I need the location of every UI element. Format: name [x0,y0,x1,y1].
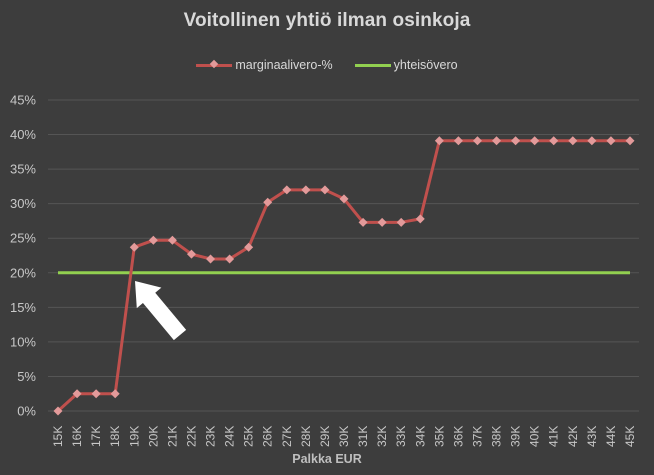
x-tick-label: 38K [490,426,504,447]
data-point-marker [53,406,63,416]
chart-title: Voitollinen yhtiö ilman osinkoja [183,10,471,31]
data-point-marker [511,136,521,146]
x-tick-label: 37K [470,426,484,447]
y-tick-label: 10% [10,334,36,349]
data-point-marker [453,136,463,146]
data-point-marker [206,254,216,264]
x-tick-label: 25K [242,426,256,447]
x-tick-label: 30K [337,426,351,447]
data-point-marker [339,194,349,204]
x-tick-label: 41K [547,426,561,447]
legend-label: yhteisövero [393,58,458,72]
data-point-marker [396,217,406,227]
data-point-marker [358,217,368,227]
y-tick-label: 20% [10,265,36,280]
legend-line-icon [354,63,391,67]
x-tick-label: 44K [604,426,618,447]
x-axis-ticks: 15K 16K 17K 18K 19K 20K 21K 22K 23K 24K 25K 26K 27K 2… [51,426,637,447]
data-point-marker [415,214,425,224]
data-point-marker [244,242,254,252]
data-point-marker [625,136,635,146]
x-tick-label: 29K [318,426,332,447]
y-tick-label: 0% [17,404,36,419]
x-tick-label: 26K [261,426,275,447]
data-point-marker [167,235,177,245]
data-point-marker [587,136,597,146]
x-tick-label: 19K [127,426,141,447]
annotation-arrow-icon [135,281,187,341]
x-tick-label: 21K [165,426,179,447]
data-point-marker [72,389,82,399]
legend-label: marginaalivero-% [235,58,333,72]
legend-item-marginaalivero: marginaalivero-% [196,58,333,72]
data-point-marker [472,136,482,146]
x-tick-label: 22K [184,426,198,447]
data-point-marker [129,242,139,252]
data-point-marker [225,254,235,264]
x-tick-label: 23K [204,426,218,447]
x-tick-label: 24K [223,426,237,447]
legend-line-marker-icon [196,59,233,69]
data-point-marker [549,136,559,146]
x-tick-label: 33K [394,426,408,447]
data-point-marker [530,136,540,146]
y-tick-label: 45% [10,93,36,108]
x-tick-label: 40K [528,426,542,447]
data-point-marker [606,136,616,146]
data-point-marker [282,185,292,195]
arrow-icon [135,281,187,341]
x-tick-label: 18K [108,426,122,447]
series-lines [53,136,635,416]
x-tick-label: 16K [70,426,84,447]
data-point-marker [568,136,578,146]
x-axis-title: Palkka EUR [292,452,362,466]
x-tick-label: 42K [566,426,580,447]
data-point-marker [492,136,502,146]
x-tick-label: 45K [623,426,637,447]
x-tick-label: 15K [51,426,65,447]
data-point-marker [263,197,273,207]
x-tick-label: 20K [146,426,160,447]
y-tick-label: 40% [10,127,36,142]
x-tick-label: 31K [356,426,370,447]
series-line-marginaalivero [56,139,630,413]
x-tick-label: 17K [89,426,103,447]
x-tick-label: 28K [299,426,313,447]
x-tick-label: 32K [375,426,389,447]
data-point-marker [320,185,330,195]
data-point-marker [301,185,311,195]
x-tick-label: 35K [432,426,446,447]
x-tick-label: 27K [280,426,294,447]
gridlines [48,99,639,412]
legend: marginaalivero-% yhteisövero [0,58,654,72]
y-tick-label: 15% [10,300,36,315]
x-tick-label: 36K [451,426,465,447]
y-tick-label: 30% [10,196,36,211]
data-point-marker [91,389,101,399]
data-point-marker [377,217,387,227]
data-point-marker [148,235,158,245]
y-tick-label: 5% [17,369,36,384]
legend-item-yhteisovero: yhteisövero [354,58,458,72]
data-point-marker [434,136,444,146]
x-tick-label: 34K [413,426,427,447]
x-tick-label: 39K [509,426,523,447]
data-point-marker [110,389,120,399]
y-tick-label: 35% [10,162,36,177]
data-point-marker [186,249,196,259]
y-axis-ticks: 0% 5% 10% 15% 20% 25% 30% 35% 40% 45% [10,93,36,419]
x-tick-label: 43K [585,426,599,447]
y-tick-label: 25% [10,231,36,246]
